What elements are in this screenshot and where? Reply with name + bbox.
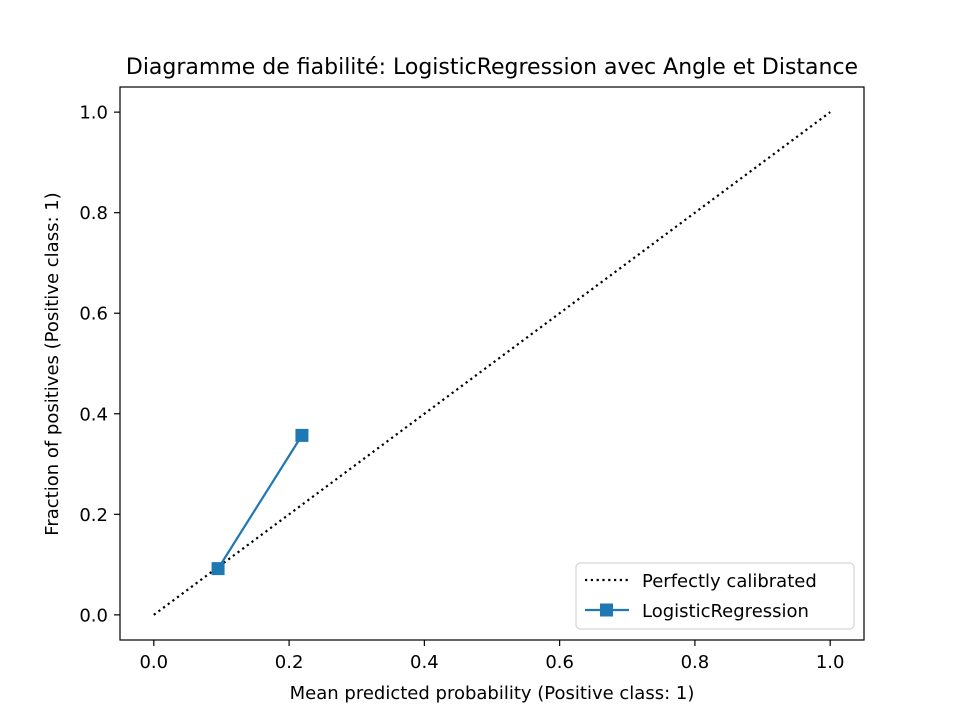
series-line-perfectly-calibrated: [153, 111, 831, 616]
y-tick-label: 1.0: [79, 103, 108, 124]
x-tick-label: 1.0: [816, 652, 845, 673]
y-axis-ticks: 0.0 0.2 0.4 0.6 0.8 1.0: [79, 103, 120, 626]
legend-marker-logisticregression: [600, 603, 613, 617]
x-tick-label: 0.8: [681, 652, 710, 673]
y-tick-label: 0.2: [79, 505, 108, 526]
x-tick-label: 0.4: [410, 652, 439, 673]
data-point-logisticregression: [211, 562, 225, 576]
y-tick-label: 0.8: [79, 203, 108, 224]
x-tick-label: 0.0: [139, 652, 168, 673]
x-axis-label: Mean predicted probability (Positive cla…: [290, 683, 695, 704]
y-tick-label: 0.4: [79, 404, 108, 425]
chart-title: Diagramme de fiabilité: LogisticRegressi…: [126, 55, 858, 80]
legend-box: [575, 562, 855, 630]
data-point-logisticregression: [295, 428, 309, 442]
x-tick-label: 0.2: [275, 652, 304, 673]
legend-label-logisticregression: LogisticRegression: [642, 601, 809, 622]
legend: Perfectly calibrated LogisticRegression: [575, 562, 855, 630]
y-axis-label: Fraction of positives (Positive class: 1…: [42, 192, 63, 535]
axes-frame: [119, 86, 865, 641]
y-tick-label: 0.0: [79, 605, 108, 626]
x-axis-ticks: 0.0 0.2 0.4 0.6 0.8 1.0: [139, 640, 845, 673]
legend-label-perfectly-calibrated: Perfectly calibrated: [642, 571, 817, 592]
x-tick-label: 0.6: [545, 652, 574, 673]
y-tick-label: 0.6: [79, 304, 108, 325]
plot-area: [153, 111, 831, 616]
series-line-logisticregression: [217, 434, 303, 570]
